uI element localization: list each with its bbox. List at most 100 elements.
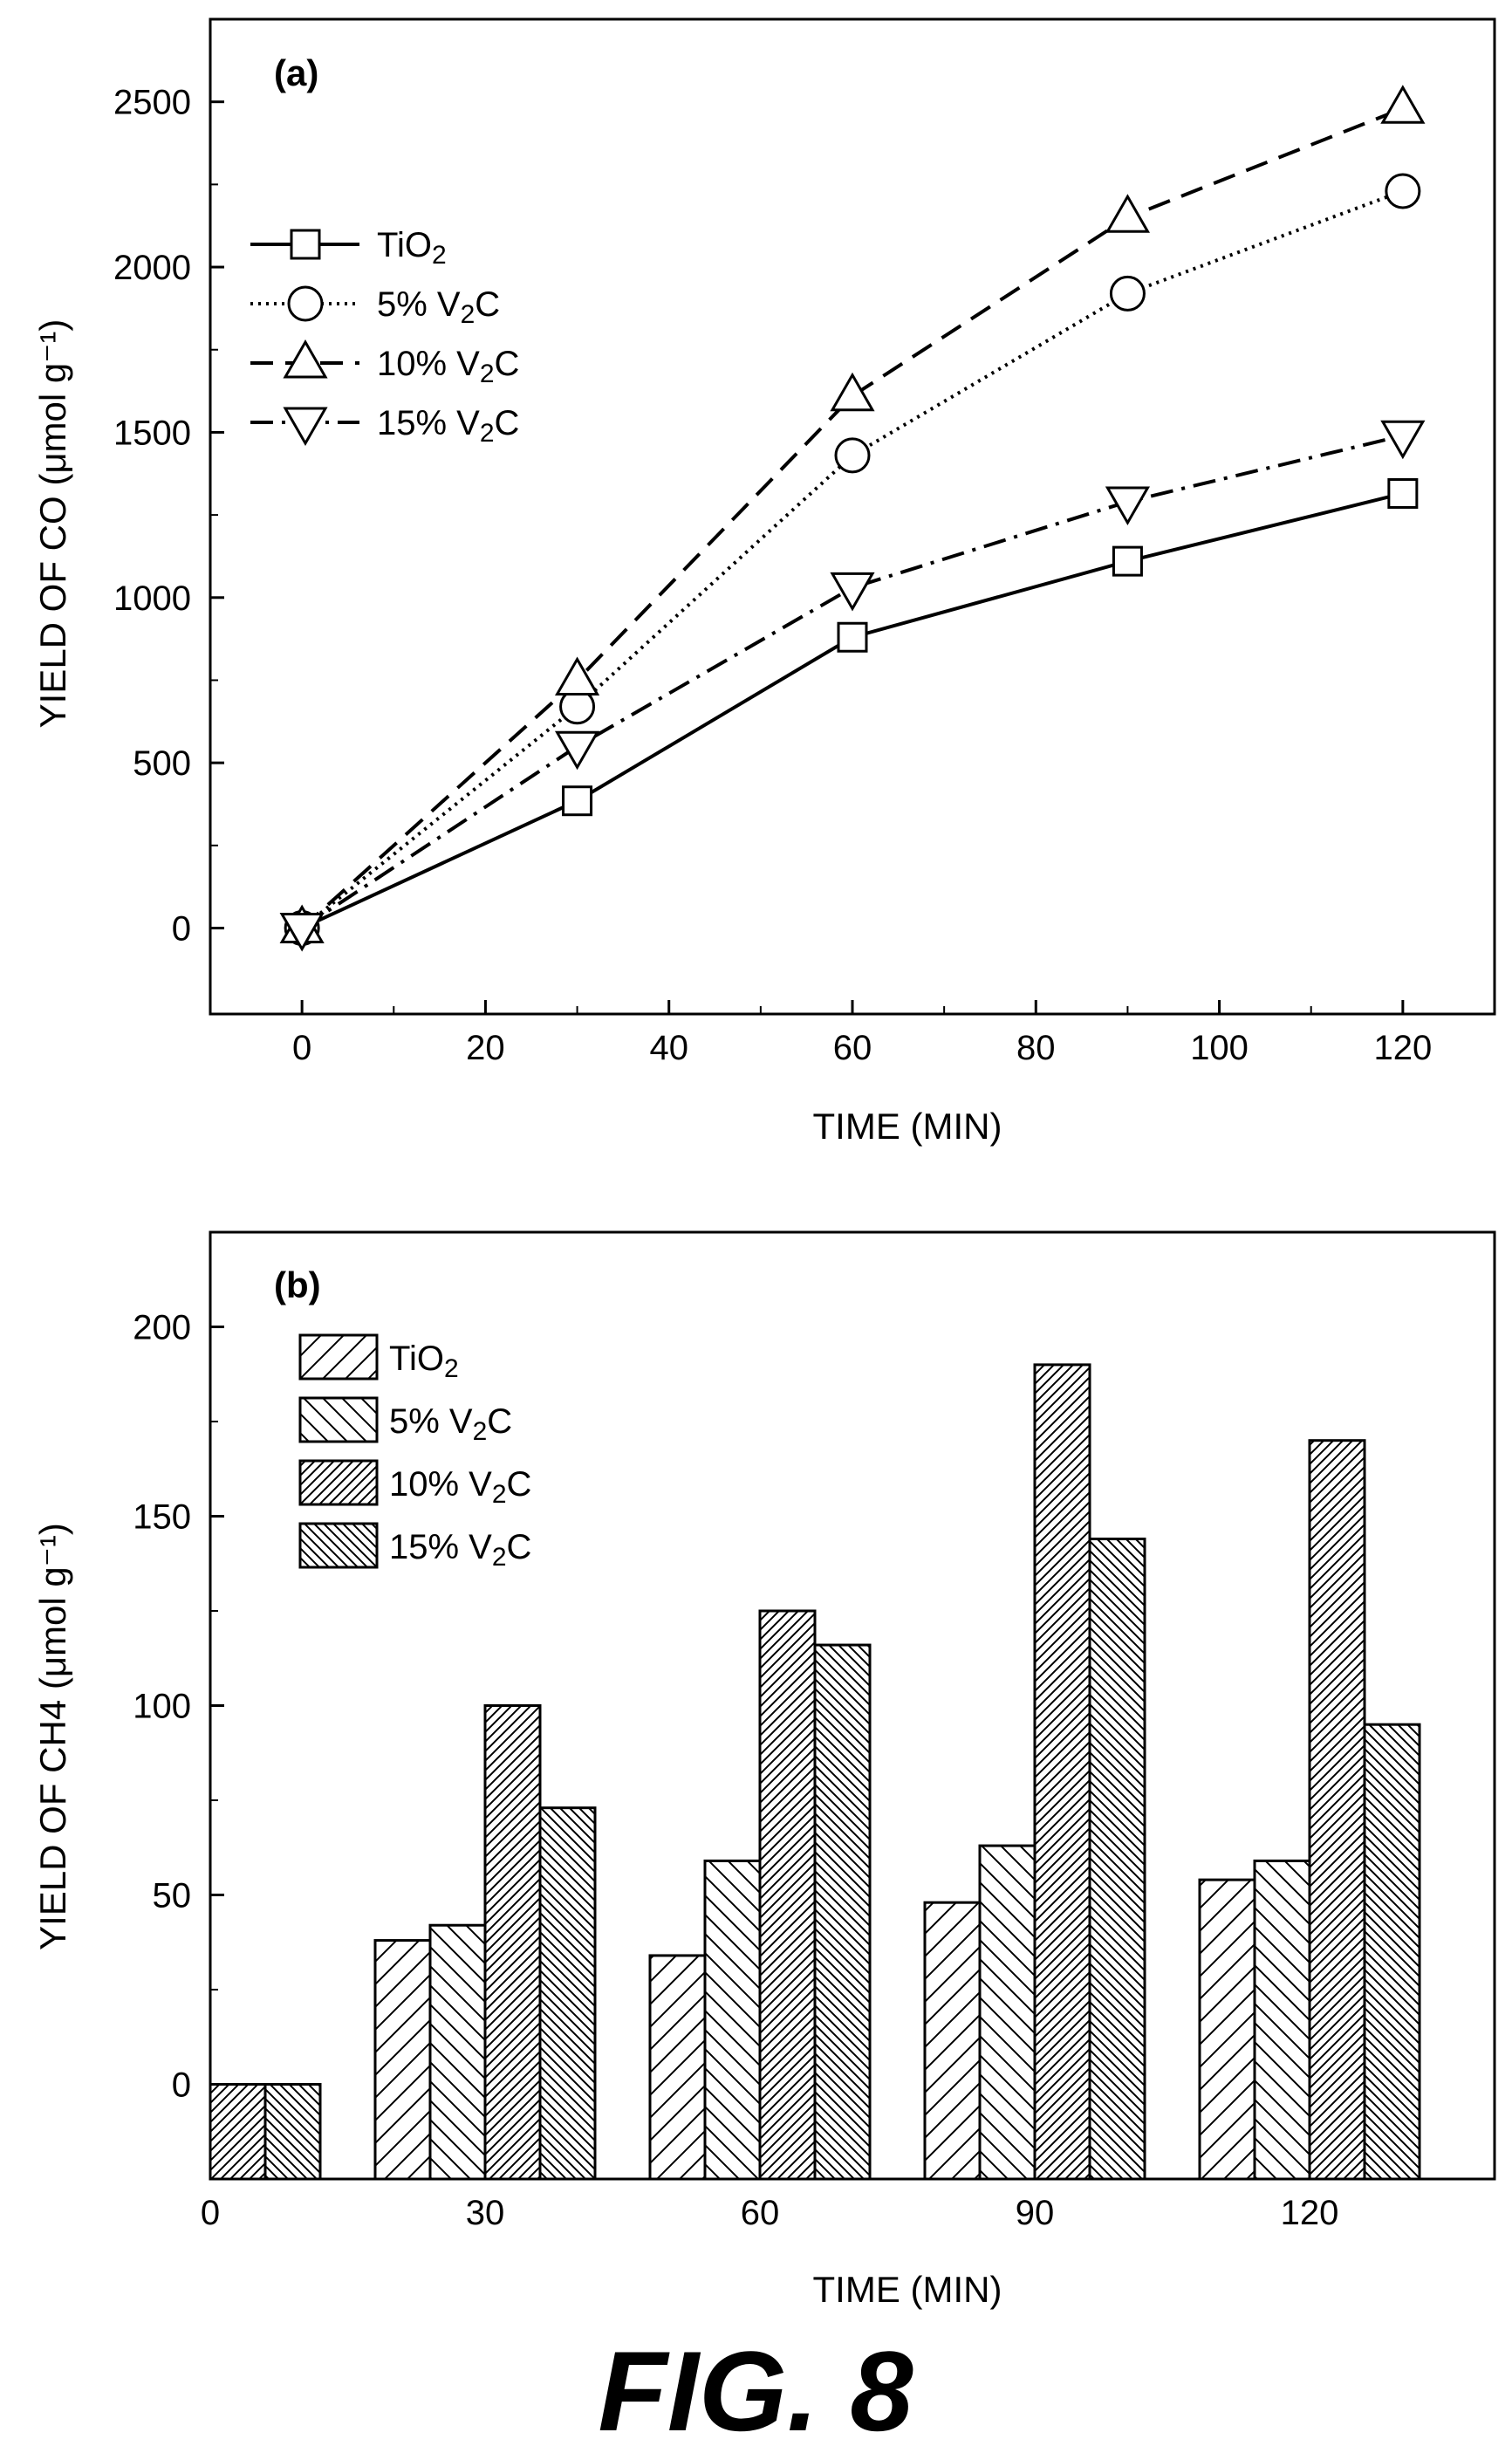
data-point: [279, 913, 325, 952]
y-tick-label: 100: [133, 1688, 191, 1726]
figure-caption: FIG. 8: [598, 2327, 913, 2453]
data-point: [1385, 173, 1421, 209]
legend-swatch: [298, 1459, 379, 1506]
series-line: [301, 491, 1404, 930]
legend-item: 10% V2C: [250, 339, 519, 388]
x-tick-label: 60: [833, 1029, 872, 1067]
legend-marker: [287, 285, 324, 322]
bar: [1033, 1363, 1091, 2181]
legend-label: 10% V2C: [377, 345, 519, 388]
legend-label: TiO2: [377, 226, 447, 270]
legend-marker: [283, 407, 328, 447]
data-point: [554, 730, 600, 771]
x-tick-label: 120: [1281, 2194, 1339, 2232]
y-tick-label: 0: [172, 2066, 191, 2105]
legend-item: 5% V2C: [250, 285, 500, 329]
bar: [373, 1939, 432, 2181]
legend-label: TiO2: [389, 1340, 459, 1383]
legend-item: 5% V2C: [298, 1396, 512, 1446]
legend: TiO2 5% V2C 10% V2C 15% V2C: [298, 1333, 531, 1572]
x-tick-label: 90: [1016, 2194, 1055, 2232]
x-tick-label: 30: [466, 2194, 505, 2232]
series-line: [300, 106, 1404, 930]
y-axis-title: YIELD OF CH4 (μmol g⁻¹): [32, 1523, 73, 1950]
bar: [209, 2083, 267, 2181]
bar: [483, 1704, 542, 2181]
legend-swatch: [298, 1396, 379, 1443]
bar: [1308, 1439, 1366, 2181]
bar-group-0: [209, 2083, 322, 2181]
data-point: [1105, 194, 1151, 233]
bar-group-60: [648, 1609, 872, 2181]
x-tick-label: 100: [1190, 1029, 1249, 1067]
x-tick-label: 0: [201, 2194, 220, 2232]
bar: [1253, 1859, 1311, 2181]
bar-group-120: [1198, 1439, 1421, 2181]
data-point: [830, 572, 875, 612]
bar: [538, 1806, 597, 2181]
x-tick-label: 40: [649, 1029, 688, 1067]
data-point: [834, 437, 871, 474]
data-point: [554, 656, 600, 695]
bar: [1363, 1723, 1421, 2181]
bar-group-30: [373, 1704, 597, 2181]
data-point: [830, 372, 875, 412]
legend-label: 10% V2C: [389, 1465, 531, 1509]
data-point: [1380, 85, 1426, 124]
legend-item: 15% V2C: [298, 1522, 531, 1572]
series-3: [279, 420, 1426, 952]
bar: [648, 1954, 707, 2181]
bar: [758, 1609, 817, 2181]
y-axis-title: YIELD OF CO (μmol g⁻¹): [32, 319, 73, 729]
x-axis-title: TIME (MIN): [813, 2269, 1002, 2310]
series-2: [279, 85, 1426, 944]
bar: [813, 1643, 872, 2181]
x-axis-title: TIME (MIN): [813, 1106, 1002, 1147]
data-point: [837, 621, 868, 653]
legend-swatch: [298, 1522, 379, 1569]
legend-item: 15% V2C: [250, 404, 519, 448]
bar-group: [209, 1363, 1421, 2181]
x-tick-label: 120: [1373, 1029, 1432, 1067]
y-tick-label: 1000: [113, 579, 191, 618]
data-point: [1109, 275, 1146, 312]
y-tick-label: 150: [133, 1498, 191, 1537]
legend-item: 10% V2C: [298, 1459, 531, 1509]
series-group: [279, 85, 1426, 952]
x-tick-label: 0: [292, 1029, 311, 1067]
series-1: [284, 173, 1421, 947]
data-point: [1380, 420, 1426, 460]
bar: [978, 1844, 1037, 2181]
data-point: [562, 785, 593, 817]
legend-label: 5% V2C: [389, 1402, 512, 1446]
panel-label: (a): [274, 52, 318, 93]
bar: [1198, 1878, 1256, 2181]
legend-marker: [290, 229, 321, 260]
legend-label: 15% V2C: [389, 1528, 531, 1572]
axis-ticks: 0 20 40 60 80 100 120 0 500 1000 1500 2000 2500: [113, 84, 1432, 1067]
y-tick-label: 2000: [113, 249, 191, 287]
data-point: [1105, 486, 1151, 525]
y-tick-label: 500: [133, 744, 191, 783]
x-tick-label: 20: [466, 1029, 505, 1067]
data-point: [1387, 477, 1419, 509]
legend: TiO2 5% V2C 10% V2C 15% V2C: [250, 226, 519, 448]
bar: [923, 1901, 982, 2181]
bar: [263, 2083, 322, 2181]
y-tick-label: 50: [153, 1877, 192, 1915]
legend-item: TiO2: [250, 226, 447, 270]
y-tick-label: 2500: [113, 84, 191, 122]
x-tick-label: 60: [741, 2194, 780, 2232]
legend-label: 15% V2C: [377, 404, 519, 448]
series-line: [301, 434, 1404, 930]
x-tick-label: 80: [1016, 1029, 1056, 1067]
y-tick-label: 1500: [113, 414, 191, 452]
chart-panel-b: 0 50 100 150 200 0 30 60 90 120 (b) TiO2 5% V2C 10%…: [32, 1230, 1496, 2310]
legend-marker: [283, 339, 328, 379]
y-tick-label: 0: [172, 910, 191, 949]
legend-swatch: [298, 1333, 379, 1381]
series-0: [286, 477, 1419, 944]
legend-item: TiO2: [298, 1333, 459, 1383]
